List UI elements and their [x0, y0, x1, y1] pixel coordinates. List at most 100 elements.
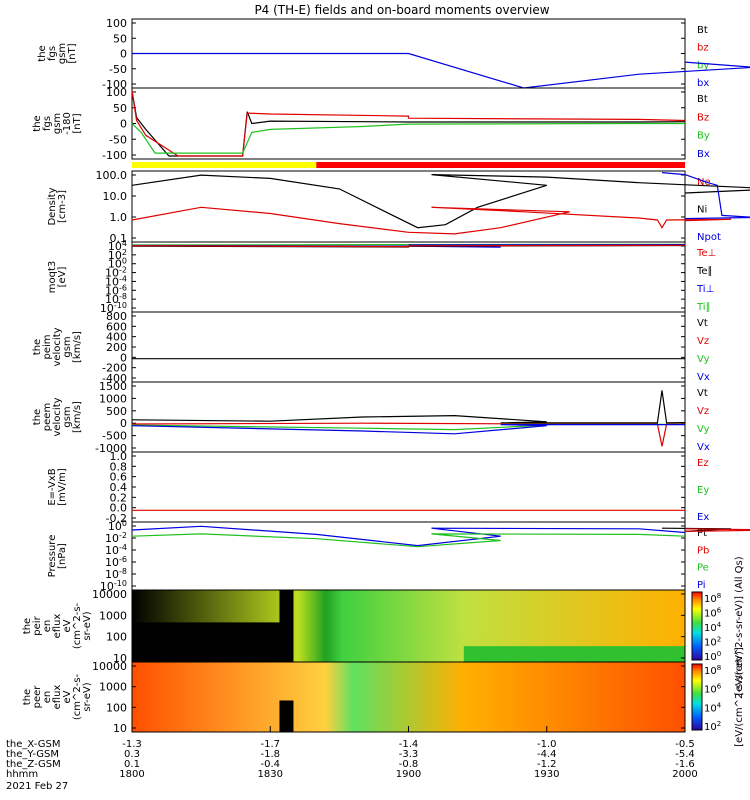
ephemeris-value: 1830: [258, 769, 283, 780]
panel-frame: [131, 311, 686, 383]
colorbar-tick-label: 102: [704, 720, 721, 733]
ephemeris-value: -1.6: [675, 759, 695, 770]
y-axis-label: the: [37, 45, 48, 61]
legend-entry: bx: [697, 78, 709, 89]
y-tick-label: 50: [113, 102, 127, 115]
y-tick-label: -0.2: [106, 512, 127, 525]
legend-entry: Ey: [697, 485, 709, 496]
series-line-Pb: [684, 528, 750, 532]
y-tick-label: 400: [106, 331, 127, 344]
y-tick-label: 1000: [99, 392, 127, 405]
mode-bar-segment: [132, 162, 317, 168]
ephemeris-value: 1800: [119, 769, 144, 780]
y-tick-label: 10-2: [105, 531, 127, 545]
y-axis-label: Pressure: [47, 535, 58, 578]
y-axis-label: peem: [42, 403, 53, 431]
y-axis-label: gsm: [52, 113, 63, 134]
panel-fgs: 100 50 0 -50 -100 the fgs gsm [nT] Bt bz by bx: [37, 17, 750, 91]
legend-entry: Pb: [697, 545, 709, 556]
ephemeris-value: -5.4: [675, 749, 695, 760]
y-tick-label: -200: [102, 362, 127, 375]
y-axis-label: fgs: [47, 46, 58, 61]
series-line-By: [131, 122, 685, 154]
panel-density: 100.0 10.0 1.0 0.1 Density [cm-3] Ne Ni Npot: [47, 169, 750, 245]
y-tick-label: 10000: [92, 588, 127, 601]
y-tick-label: 0: [120, 48, 127, 61]
ephemeris-value: 0.3: [124, 749, 140, 760]
series-line-Bt: [131, 90, 686, 157]
y-axis-label: Density: [47, 187, 58, 225]
series-line-Ni: [131, 174, 750, 229]
y-tick-label: 1000: [99, 681, 127, 694]
spectrogram-gap: [279, 700, 294, 732]
y-tick-label: 0: [120, 417, 127, 430]
y-tick-label: -1000: [95, 442, 127, 455]
y-axis-label: gsm: [62, 406, 73, 427]
y-tick-label: 100: [108, 519, 127, 533]
series-line-Vx: [131, 424, 685, 435]
legend-entry: Vy: [697, 354, 710, 365]
y-axis-label: the: [22, 689, 33, 705]
series-line-bx: [132, 52, 750, 89]
series-line-Npot: [661, 172, 750, 220]
y-tick-label: 10-6: [105, 555, 127, 569]
y-tick-label: 100: [106, 701, 127, 714]
y-tick-label: 1500: [99, 380, 127, 393]
y-axis-label: velocity: [52, 327, 63, 366]
panel-frame: [131, 170, 686, 243]
ephemeris-row-label: the_X-GSM: [6, 739, 60, 750]
series-line-Pe: [131, 533, 686, 548]
legend-entry: Vz: [697, 336, 709, 347]
y-tick-label: 0.2: [110, 491, 128, 504]
y-tick-label: 600: [106, 320, 127, 333]
ephemeris-value: -0.8: [399, 759, 419, 770]
y-tick-label: 104: [108, 239, 127, 253]
ephemeris-value: -1.8: [260, 749, 280, 760]
ephemeris-value: -1.3: [122, 739, 142, 750]
legend-entry: Bz: [697, 112, 709, 123]
colorbar-tick-label: 106: [704, 607, 722, 620]
colorbar-tick-label: 102: [704, 636, 721, 649]
legend-entry: Bx: [697, 149, 710, 160]
colorbar-tick-label: 108: [704, 664, 721, 677]
y-tick-label: 0: [120, 118, 127, 131]
y-tick-label: 10-8: [105, 567, 127, 581]
y-tick-label: 100: [106, 631, 127, 644]
legend-entry: Ni: [697, 205, 707, 216]
ephemeris-row-label: the_Y-GSM: [6, 749, 59, 760]
y-axis-label: peim: [42, 334, 53, 359]
y-tick-label: 10-4: [105, 274, 127, 288]
y-tick-label: 100: [106, 86, 127, 99]
y-axis-label: sr-eV): [82, 611, 93, 640]
ephemeris-value: 1900: [396, 769, 421, 780]
legend-entry: bz: [697, 43, 709, 54]
ephemeris-row-label: the_Z-GSM: [6, 759, 61, 770]
legend-entry: Bt: [697, 25, 708, 36]
y-axis-label: [mV/m]: [57, 468, 68, 506]
mode-bar: [132, 162, 685, 168]
y-tick-label: -400: [102, 372, 127, 385]
ephemeris-value: -0.5: [675, 739, 695, 750]
ephemeris-value: -3.3: [399, 749, 419, 760]
y-axis-label: moqt3: [47, 261, 58, 294]
y-axis-label: en: [42, 691, 53, 704]
y-tick-label: 0.1: [110, 232, 128, 245]
legend-entry: Pi: [697, 580, 706, 591]
y-tick-label: 0.8: [110, 460, 128, 473]
y-axis-label: gsm: [62, 336, 73, 357]
legend-entry: Vx: [697, 442, 710, 453]
y-tick-label: 100: [108, 257, 127, 271]
y-tick-label: -50: [109, 133, 127, 146]
y-tick-label: 10: [113, 652, 127, 665]
mode-bar-segment: [316, 162, 685, 168]
legend-entry: Ex: [697, 512, 709, 523]
legend-entry: Ti∥: [696, 302, 711, 313]
y-axis-label: (cm^2-s-: [72, 673, 83, 720]
y-tick-label: 50: [113, 32, 127, 45]
legend-entry: by: [697, 60, 709, 71]
legend-entry: Pt: [697, 528, 707, 539]
y-tick-label: 0.4: [110, 481, 128, 494]
y-tick-label: -100: [102, 78, 127, 91]
